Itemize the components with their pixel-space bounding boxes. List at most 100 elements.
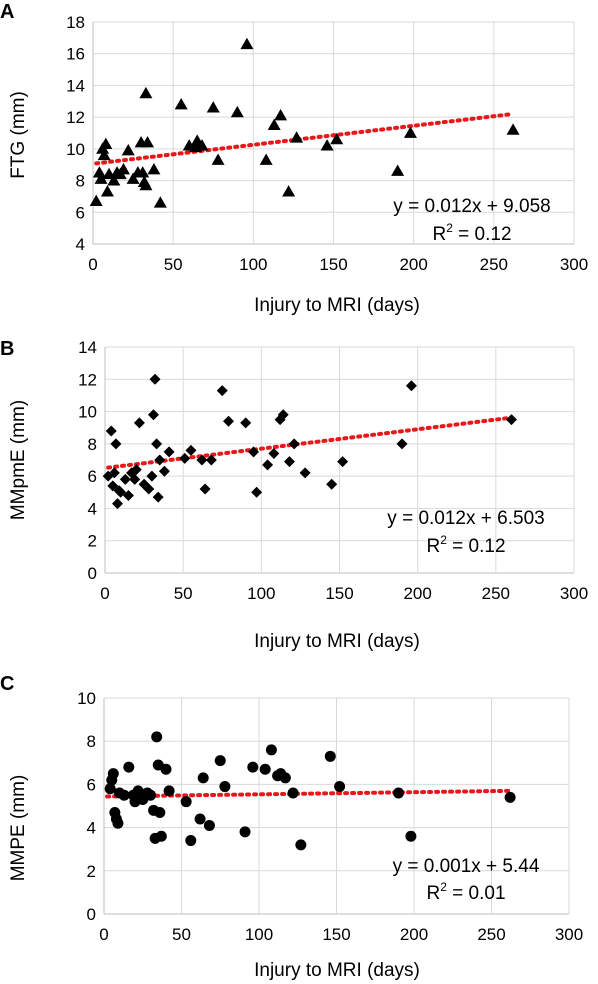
data-point-a xyxy=(267,118,281,130)
y-tick-label-b: 12 xyxy=(78,370,97,389)
x-axis-title-b: Injury to MRI (days) xyxy=(254,631,420,652)
trendline-b xyxy=(106,415,514,470)
data-point-b xyxy=(196,454,208,466)
data-point-a xyxy=(100,185,114,197)
data-point-c xyxy=(151,731,163,743)
y-tick-label-b: 14 xyxy=(78,338,97,357)
data-point-b xyxy=(108,467,120,479)
data-point-c xyxy=(214,755,226,767)
data-point-a xyxy=(126,172,140,184)
data-point-c xyxy=(287,787,299,799)
data-point-b xyxy=(119,473,131,485)
trendline-c xyxy=(105,788,513,799)
data-point-c xyxy=(504,791,516,803)
y-axis-title-a: FTG (mm) xyxy=(8,91,29,179)
data-point-b xyxy=(185,444,197,456)
data-point-c xyxy=(163,785,175,797)
data-point-a xyxy=(139,86,153,99)
panel-label-c: C xyxy=(0,673,14,695)
data-point-a xyxy=(230,105,244,118)
x-tick-label-b: 50 xyxy=(174,584,193,603)
y-tick-label-c: 4 xyxy=(87,819,96,838)
x-tick-label-a: 300 xyxy=(560,255,588,274)
data-point-c xyxy=(160,763,172,775)
data-point-b xyxy=(199,483,211,495)
x-tick-label-b: 0 xyxy=(100,584,109,603)
data-point-a xyxy=(99,137,113,149)
x-tick-label-a: 100 xyxy=(239,255,267,274)
data-point-b xyxy=(158,465,170,477)
data-point-c xyxy=(107,768,119,780)
data-point-c xyxy=(265,744,277,756)
data-point-a xyxy=(89,194,103,207)
x-tick-label-b: 150 xyxy=(325,584,353,603)
y-axis-title-b: MMpmE (mm) xyxy=(8,400,29,520)
scatter-points-b xyxy=(102,373,517,510)
data-point-a xyxy=(141,136,155,148)
data-point-b xyxy=(133,417,145,429)
data-point-c xyxy=(279,772,291,784)
data-point-b xyxy=(283,456,295,468)
data-point-c xyxy=(324,750,336,762)
data-point-b xyxy=(129,473,141,485)
y-tick-label-b: 4 xyxy=(88,499,97,518)
data-point-a xyxy=(92,166,106,178)
data-point-a xyxy=(174,97,188,110)
x-axis-title-c: Injury to MRI (days) xyxy=(254,960,420,981)
data-point-b xyxy=(151,438,163,450)
y-tick-label-a: 16 xyxy=(66,45,85,64)
data-point-b xyxy=(163,446,175,458)
data-point-c xyxy=(155,830,167,842)
x-tick-label-c: 200 xyxy=(400,925,428,944)
y-tick-label-b: 6 xyxy=(88,467,97,486)
data-point-b xyxy=(326,478,338,490)
data-point-c xyxy=(295,839,307,851)
data-point-c xyxy=(194,813,206,825)
data-point-c xyxy=(104,783,116,795)
data-point-a xyxy=(153,196,167,208)
data-point-a xyxy=(506,123,520,135)
chart-panel-b: B 0 2 4 6 8 10 12 14 0 50 100 150 200 250 300 MMpmE (m… xyxy=(0,338,588,652)
data-point-b xyxy=(299,467,311,479)
data-point-b xyxy=(115,486,127,498)
data-point-a xyxy=(97,148,111,161)
data-point-a xyxy=(274,109,288,121)
y-tick-label-a: 6 xyxy=(76,203,85,222)
data-point-a xyxy=(320,139,334,151)
data-point-b xyxy=(268,448,280,460)
data-point-c xyxy=(180,796,192,808)
data-point-b xyxy=(223,415,235,427)
x-tick-label-a: 0 xyxy=(88,255,97,274)
data-point-a xyxy=(121,143,135,156)
x-tick-label-c: 150 xyxy=(322,925,350,944)
data-point-a xyxy=(139,178,153,191)
data-point-b xyxy=(152,491,164,503)
data-point-a xyxy=(94,172,108,184)
y-tick-label-a: 12 xyxy=(66,108,85,127)
data-point-b xyxy=(262,459,274,471)
scatter-points-c xyxy=(104,731,516,851)
data-point-b xyxy=(251,486,263,498)
data-point-a xyxy=(116,162,130,175)
data-point-b xyxy=(146,470,158,482)
data-point-b xyxy=(505,414,517,426)
data-point-c xyxy=(112,817,124,829)
x-tick-label-a: 200 xyxy=(399,255,427,274)
data-point-c xyxy=(154,806,166,818)
data-point-a xyxy=(147,162,161,175)
data-point-b xyxy=(216,385,228,397)
data-point-a xyxy=(391,164,405,176)
data-point-c xyxy=(132,785,144,797)
data-point-b xyxy=(288,438,300,450)
data-point-c xyxy=(219,781,231,793)
data-point-a xyxy=(107,174,121,186)
data-point-c xyxy=(123,761,135,773)
data-point-b xyxy=(240,417,252,429)
data-point-b xyxy=(147,409,159,421)
data-point-b xyxy=(337,456,349,468)
data-point-b xyxy=(107,480,119,492)
scatter-points-a xyxy=(89,37,520,208)
y-axis-title-c: MMPE (mm) xyxy=(8,775,29,882)
y-tick-label-b: 10 xyxy=(78,403,97,422)
data-point-b xyxy=(277,409,289,421)
